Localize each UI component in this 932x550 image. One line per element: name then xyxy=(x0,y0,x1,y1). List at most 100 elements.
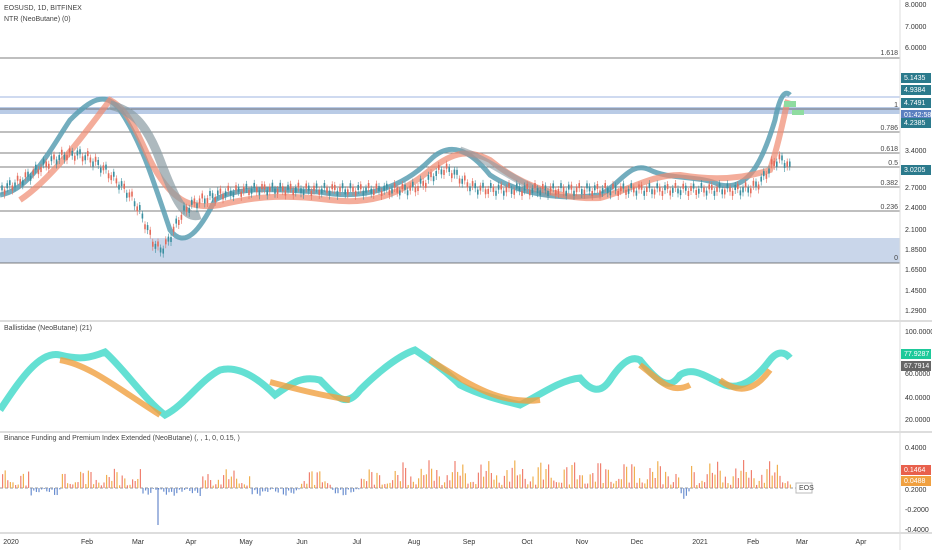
candle xyxy=(432,176,435,182)
funding-bar xyxy=(139,469,141,488)
funding-bar xyxy=(298,488,300,490)
funding-bar xyxy=(386,483,388,488)
candle xyxy=(102,165,105,171)
candle xyxy=(362,190,365,196)
candle xyxy=(552,183,554,189)
candle xyxy=(19,179,21,185)
value-tag xyxy=(901,361,931,371)
candle xyxy=(185,206,188,212)
candle xyxy=(58,155,60,161)
candle xyxy=(620,186,622,192)
axis-label: 0.4000 xyxy=(905,445,927,452)
funding-bar xyxy=(155,488,157,490)
candle xyxy=(666,184,669,190)
x-axis-label: Apr xyxy=(856,539,868,546)
funding-bar xyxy=(142,488,144,494)
axis-label: 3.4000 xyxy=(905,148,927,155)
funding-bar xyxy=(516,475,518,488)
funding-bar xyxy=(659,466,661,488)
candle xyxy=(638,184,640,190)
candle xyxy=(157,241,159,247)
funding-bar xyxy=(243,484,245,488)
funding-bar xyxy=(67,483,69,488)
candle xyxy=(752,180,755,186)
x-axis-label: May xyxy=(239,539,253,546)
axis-label: 60.0000 xyxy=(905,371,930,378)
candle xyxy=(334,184,336,190)
funding-bar xyxy=(394,470,396,488)
price-tag xyxy=(901,165,931,175)
candle xyxy=(170,236,172,242)
candle xyxy=(386,183,388,189)
funding-bar xyxy=(646,479,648,488)
candle xyxy=(53,154,55,160)
candle xyxy=(321,188,323,194)
candle xyxy=(87,151,89,157)
candle xyxy=(120,181,123,187)
price-tag xyxy=(901,110,931,120)
funding-bar xyxy=(150,488,152,493)
funding-bar xyxy=(363,479,365,488)
funding-bar xyxy=(626,466,628,488)
funding-bar xyxy=(95,479,97,488)
funding-bar xyxy=(30,488,32,496)
fib-label: 1.618 xyxy=(880,50,898,57)
funding-bar xyxy=(758,480,760,488)
funding-bar xyxy=(33,488,35,491)
candle xyxy=(271,182,274,188)
candle xyxy=(690,185,692,191)
funding-bar xyxy=(665,471,667,488)
funding-bar xyxy=(639,478,641,488)
candle xyxy=(378,185,380,191)
funding-bar xyxy=(464,473,466,488)
funding-bar xyxy=(620,479,622,488)
funding-bar xyxy=(4,470,6,488)
funding-bar xyxy=(160,488,162,490)
funding-bar xyxy=(15,485,17,488)
candle xyxy=(230,190,232,196)
axis-label: 1.6500 xyxy=(905,267,927,274)
candle xyxy=(237,186,240,192)
funding-bar xyxy=(602,483,604,488)
candle xyxy=(445,163,448,169)
candle xyxy=(373,190,375,196)
price-tag xyxy=(901,73,931,83)
candle xyxy=(630,183,632,189)
funding-bar xyxy=(269,488,271,490)
funding-bar xyxy=(41,488,43,490)
funding-bar xyxy=(98,482,100,488)
funding-bar xyxy=(600,463,602,488)
candle xyxy=(154,243,157,249)
candle xyxy=(250,188,253,194)
funding-bar xyxy=(80,471,82,488)
axis-label: 40.0000 xyxy=(905,395,930,402)
funding-bar xyxy=(584,483,586,488)
funding-bar xyxy=(113,468,115,488)
funding-bar xyxy=(789,484,791,488)
funding-bar xyxy=(236,478,238,488)
ribbon xyxy=(18,96,791,210)
funding-bar xyxy=(558,482,560,488)
funding-bar xyxy=(787,481,789,488)
candle xyxy=(677,188,679,194)
candle xyxy=(152,241,154,247)
funding-bar xyxy=(191,488,193,494)
funding-bar xyxy=(568,484,570,488)
funding-bar xyxy=(704,482,706,488)
funding-bar xyxy=(158,488,160,490)
funding-bar xyxy=(519,474,521,488)
candle xyxy=(211,193,214,199)
funding-bar xyxy=(233,470,235,488)
candle xyxy=(573,190,575,196)
candle xyxy=(27,171,29,177)
box xyxy=(784,101,796,107)
funding-bar xyxy=(275,488,277,492)
funding-bar xyxy=(641,482,643,488)
funding-bar xyxy=(719,470,721,488)
funding-bar xyxy=(165,488,167,495)
candle xyxy=(672,187,674,193)
candle xyxy=(687,190,690,196)
price-tag-label: 5.1435 xyxy=(904,75,926,82)
funding-bar xyxy=(576,479,578,488)
funding-bar xyxy=(685,488,687,496)
